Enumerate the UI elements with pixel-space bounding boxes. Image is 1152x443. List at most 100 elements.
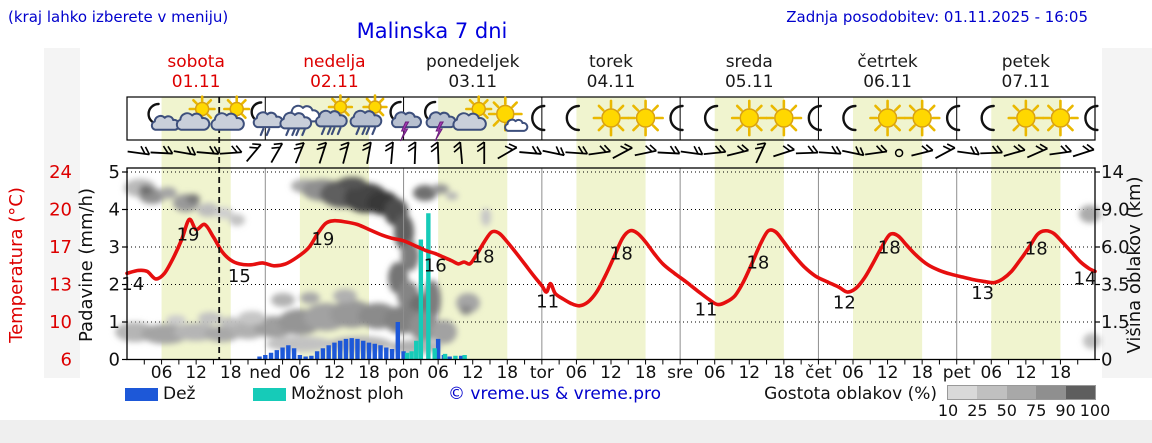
precip-axis-tick: 1 [109,312,120,333]
time-axis-label: 12 [738,363,760,383]
cloud-blob [460,305,472,315]
rain-bar [401,351,406,360]
wind-barb-icon [362,141,372,164]
day-date: 01.11 [171,72,221,92]
cloud-sun-rain-icon [315,94,354,136]
precip-axis-tick: 5 [109,162,120,183]
wind-barb-icon [127,145,151,156]
time-axis-label: 06 [151,363,173,383]
day-header-sreda: sreda 05.11 [679,52,819,92]
temperature-curve [125,217,1097,308]
wind-barb-icon [612,143,633,159]
sun-icon [903,99,941,137]
cloud-blob [139,185,153,195]
shower-bar [462,355,467,360]
density-tick-label: 100 [1079,401,1111,420]
chart-text-labels: 14 19 15 19 16 18 11 18 11 18 12 18 13 18 14 6 0 0 10 1 1.5 1… [49,162,1130,383]
wind-barb-icon [293,142,305,164]
rain-bar [372,343,377,360]
temperature-value-label: 18 [746,252,769,273]
wind-barb-icon [150,145,174,155]
cloud-blob [431,184,449,194]
density-scale-segment [948,386,978,399]
wind-barb-icon [754,142,767,164]
icon-row-border [126,96,1096,141]
day-name: petek [1001,52,1050,72]
cloud-blob [271,293,295,307]
daylight-band [853,97,923,360]
precip-axis-tick: 0 [109,350,120,371]
day-date: 03.11 [448,72,498,92]
moon-icon [565,104,581,132]
moon-cloud-lightning-icon [423,100,457,142]
rain-bar [320,348,326,360]
day-header-ponedeljek: ponedeljek 03.11 [403,52,543,92]
wind-barb-icon [1003,143,1026,157]
shower-bar [426,213,431,360]
time-axis-label: 06 [842,363,864,383]
temperature-value-label: 18 [472,246,495,267]
cloud-blob [186,194,200,204]
temp-axis-tick: 13 [49,275,72,296]
time-axis-label: 12 [324,363,346,383]
temperature-value-label: 19 [311,229,334,250]
cloud-sun-icon [452,95,493,131]
wind-barb-icon [430,141,440,165]
rain-bar [389,349,395,360]
moon-icon [1084,104,1099,132]
cloud-blob [159,187,177,199]
time-axis-label: 18 [1050,363,1072,383]
time-axis-label: 18 [496,363,518,383]
wind-barb-icon [657,145,681,155]
time-axis-label: 18 [220,363,242,383]
rain-bar [384,347,389,360]
rain-bar [349,338,354,360]
time-axis-label: 18 [635,363,657,383]
shower-bar [453,355,458,360]
time-axis-label: 12 [877,363,899,383]
precip-axis-tick: 2 [109,275,120,296]
cloud-blob [220,317,240,327]
copyright-link[interactable]: © vreme.us & vreme.pro [448,384,662,404]
temperature-value-label: 11 [695,299,718,320]
rain-bar [314,351,320,360]
rain-bar [309,355,314,360]
temperature-value-label: 19 [177,225,200,246]
day-name: torek [589,52,633,72]
axis-ticks [122,171,1100,365]
sun-icon [730,99,768,137]
wind-barb-icon [680,145,704,156]
wind-barb-icon [339,141,350,164]
daylight-band [714,97,784,360]
day-name: ponedeljek [425,52,520,72]
density-tick-label: 25 [967,401,988,420]
day-date: 07.11 [1001,72,1051,92]
shower-bar [432,348,437,360]
cloud-blob [446,192,458,200]
cloud-height-axis-tick: 14 [1101,162,1124,183]
calm-wind-icon [894,148,904,158]
cloud-height-axis-tick: 9.0 [1101,200,1130,221]
day-abbr-label: tor [530,363,554,383]
wind-barb-icon [795,145,819,155]
density-tick-label: 50 [996,401,1017,420]
cloud-blob [338,177,366,189]
cloud-sun-icon [175,95,216,131]
day-abbr-label: pon [388,363,420,383]
wind-barb-icon [1049,144,1072,156]
wind-barb-icon [980,145,1003,155]
cloud-density-scale [947,385,1096,400]
cloud-blob [1079,205,1101,223]
wind-barb-icon [865,144,888,156]
wind-barb-icon [935,143,956,159]
menu-hint: (kraj lahko izberete v meniju) [8,8,229,26]
sun-icon [1042,99,1079,137]
sun-cloud-small-icon [487,96,529,132]
precipitation-axis-title: Padavine (mm/h) [76,188,97,342]
shower-bar [414,340,419,360]
cloud-blob [333,289,357,303]
time-axis-label: 18 [358,363,380,383]
density-tick-label: 90 [1055,401,1076,420]
day-name: sreda [725,52,773,72]
